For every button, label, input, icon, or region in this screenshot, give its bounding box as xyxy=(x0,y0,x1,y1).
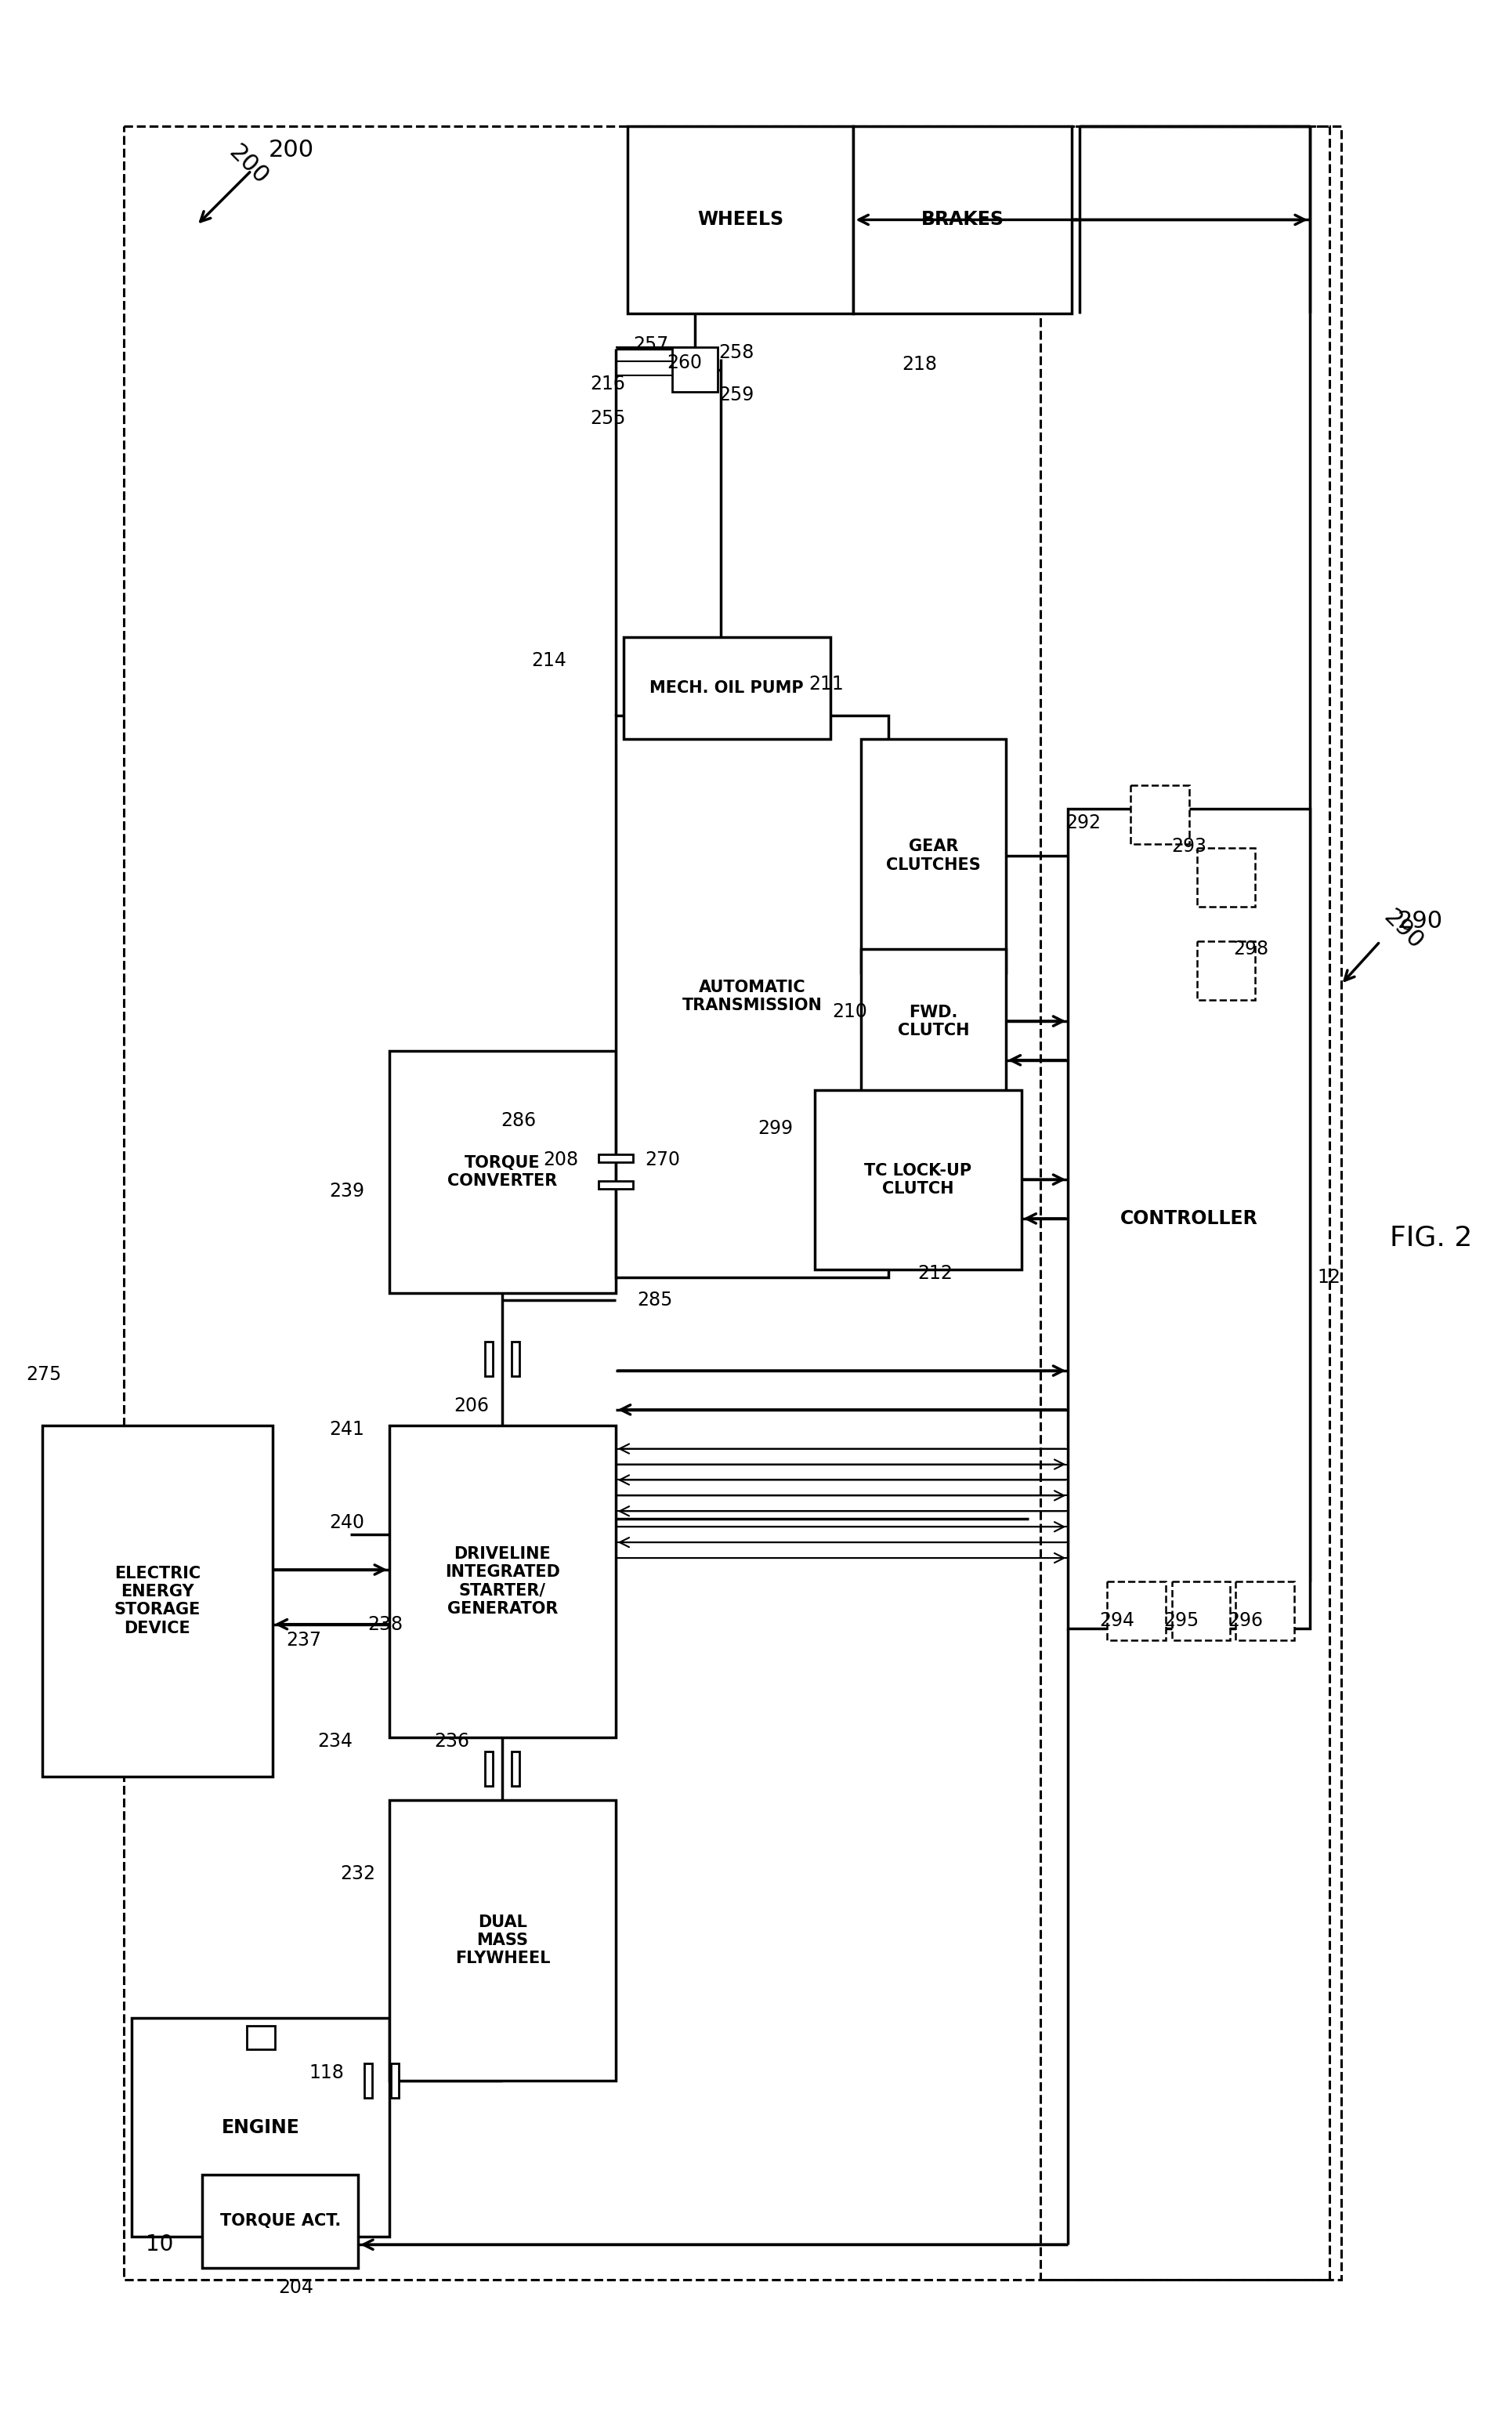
Bar xyxy=(627,125,853,313)
Text: 211: 211 xyxy=(809,675,844,694)
Text: 204: 204 xyxy=(278,2279,313,2296)
Text: 208: 208 xyxy=(543,1152,579,1168)
Text: 12: 12 xyxy=(1317,1267,1341,1286)
Bar xyxy=(246,2026,275,2050)
Text: 275: 275 xyxy=(26,1366,62,1385)
Bar xyxy=(1040,125,1341,2279)
Bar xyxy=(1196,848,1255,906)
Bar xyxy=(1235,1580,1294,1641)
Text: 296: 296 xyxy=(1228,1612,1263,1631)
Text: 293: 293 xyxy=(1172,836,1207,855)
Text: TORQUE ACT.: TORQUE ACT. xyxy=(219,2214,340,2228)
Text: 298: 298 xyxy=(1234,940,1269,959)
Text: 212: 212 xyxy=(918,1265,953,1282)
Bar xyxy=(513,1751,520,1785)
Text: 290: 290 xyxy=(1379,906,1427,954)
Text: 260: 260 xyxy=(667,354,702,371)
Bar xyxy=(599,1180,632,1190)
Text: 218: 218 xyxy=(903,354,937,373)
Bar xyxy=(485,1342,493,1376)
Text: DUAL
MASS
FLYWHEEL: DUAL MASS FLYWHEEL xyxy=(455,1915,550,1966)
Bar xyxy=(1172,1580,1231,1641)
Text: MECH. OIL PUMP: MECH. OIL PUMP xyxy=(650,679,804,696)
Text: WHEELS: WHEELS xyxy=(697,210,783,229)
Text: 259: 259 xyxy=(718,385,754,405)
Bar xyxy=(623,638,830,740)
Text: 255: 255 xyxy=(590,410,626,429)
Bar xyxy=(615,715,889,1277)
Text: 286: 286 xyxy=(500,1111,535,1130)
Text: 285: 285 xyxy=(637,1291,673,1310)
Text: 240: 240 xyxy=(328,1513,364,1532)
Bar xyxy=(390,1800,615,2081)
Bar xyxy=(1131,785,1188,843)
Text: 206: 206 xyxy=(454,1397,488,1414)
Bar xyxy=(485,1751,493,1785)
Text: 237: 237 xyxy=(286,1631,321,1650)
Bar xyxy=(390,1050,615,1294)
Text: 290: 290 xyxy=(1397,911,1442,932)
Bar xyxy=(599,1154,632,1164)
Text: 214: 214 xyxy=(532,650,567,670)
Text: BRAKES: BRAKES xyxy=(921,210,1004,229)
Text: 241: 241 xyxy=(330,1419,364,1438)
Bar xyxy=(42,1426,272,1775)
Text: TC LOCK-UP
CLUTCH: TC LOCK-UP CLUTCH xyxy=(865,1164,972,1197)
Bar xyxy=(1107,1580,1166,1641)
Text: 200: 200 xyxy=(269,140,314,161)
Text: 295: 295 xyxy=(1163,1612,1199,1631)
Bar xyxy=(1196,942,1255,1000)
Text: 239: 239 xyxy=(328,1183,364,1200)
Bar xyxy=(390,1426,615,1737)
Text: 294: 294 xyxy=(1099,1612,1136,1631)
Text: 292: 292 xyxy=(1066,814,1101,834)
Text: 299: 299 xyxy=(758,1120,794,1137)
Text: 258: 258 xyxy=(718,342,754,361)
Bar xyxy=(124,125,1329,2279)
Text: DRIVELINE
INTEGRATED
STARTER/
GENERATOR: DRIVELINE INTEGRATED STARTER/ GENERATOR xyxy=(445,1547,559,1616)
Bar xyxy=(203,2175,358,2267)
Text: 236: 236 xyxy=(434,1732,469,1751)
Text: FIG. 2: FIG. 2 xyxy=(1390,1224,1473,1250)
Text: 10: 10 xyxy=(145,2233,174,2255)
Bar xyxy=(862,740,1005,973)
Bar xyxy=(364,2065,372,2098)
Text: 234: 234 xyxy=(318,1732,352,1751)
Text: GEAR
CLUTCHES: GEAR CLUTCHES xyxy=(886,838,981,872)
Bar xyxy=(862,949,1005,1094)
Text: 270: 270 xyxy=(644,1152,680,1168)
Text: 118: 118 xyxy=(310,2065,345,2081)
Bar xyxy=(132,2019,390,2238)
Bar xyxy=(673,347,718,393)
Text: ELECTRIC
ENERGY
STORAGE
DEVICE: ELECTRIC ENERGY STORAGE DEVICE xyxy=(113,1566,201,1636)
Text: 216: 216 xyxy=(590,373,626,393)
Text: 200: 200 xyxy=(225,142,274,190)
Bar xyxy=(815,1089,1021,1270)
Bar xyxy=(513,1342,520,1376)
Bar xyxy=(392,2065,399,2098)
Text: TORQUE
CONVERTER: TORQUE CONVERTER xyxy=(448,1154,558,1188)
Bar xyxy=(1067,809,1309,1628)
Text: 232: 232 xyxy=(340,1865,376,1884)
Text: 210: 210 xyxy=(832,1002,868,1021)
Text: AUTOMATIC
TRANSMISSION: AUTOMATIC TRANSMISSION xyxy=(682,978,823,1014)
Text: CONTROLLER: CONTROLLER xyxy=(1120,1209,1258,1229)
Text: 257: 257 xyxy=(634,335,668,354)
Text: ENGINE: ENGINE xyxy=(222,2118,299,2137)
Bar xyxy=(853,125,1072,313)
Text: FWD.
CLUTCH: FWD. CLUTCH xyxy=(898,1005,969,1038)
Text: 238: 238 xyxy=(367,1614,404,1633)
